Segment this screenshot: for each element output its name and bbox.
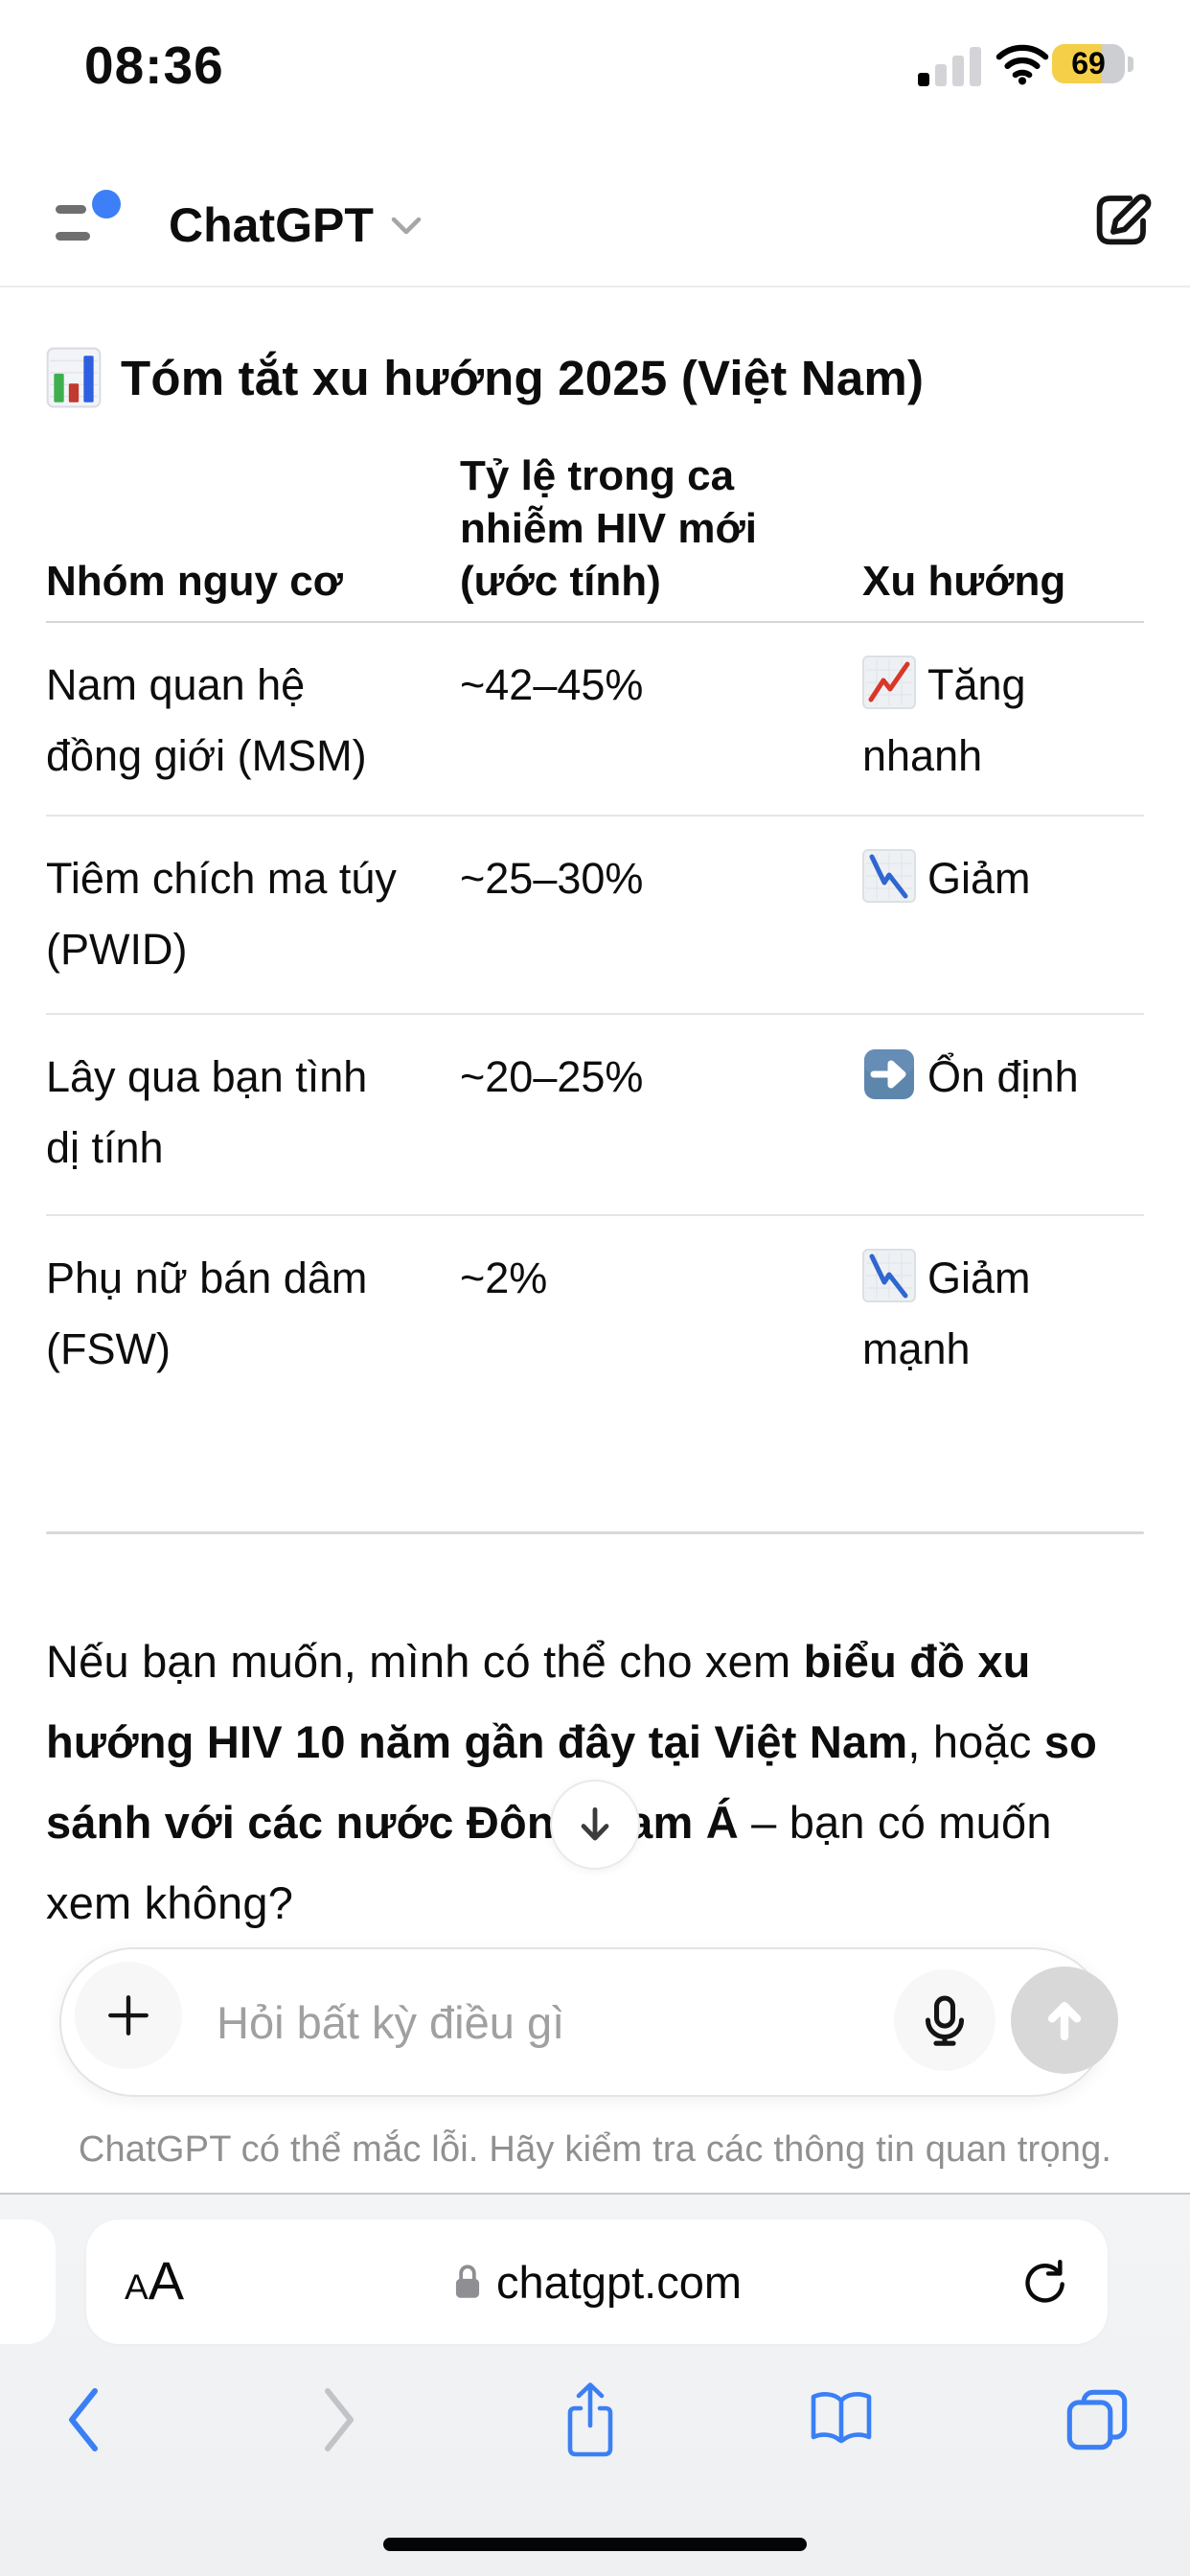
trend-cell: Giảm (862, 816, 1144, 914)
trend-table: Nhóm nguy cơ Tỷ lệ trong ca nhiễm HIV mớ… (46, 450, 1144, 1423)
group-cell: Nam quan hệ đồng giới (MSM) (46, 660, 367, 780)
chevron-down-icon (391, 217, 422, 235)
table-row: Nam quan hệ đồng giới (MSM) ~42–45% Tăng… (46, 623, 1144, 816)
closing-bold-chart: biểu đồ xu hướng HIV 10 năm gần đây tại … (46, 1636, 1031, 1767)
app-title: ChatGPT (169, 198, 374, 252)
table-row: Tiêm chích ma túy (PWID) ~25–30% Giảm (46, 816, 1144, 1015)
chevron-right-icon (325, 2388, 354, 2451)
group-cell: Lây qua bạn tình dị tính (46, 1052, 368, 1172)
plus-icon (108, 1995, 149, 2036)
share-cell: ~20–25% (460, 1052, 644, 1101)
battery-icon: 69 (1052, 44, 1125, 83)
composer-input[interactable]: Hỏi bất kỳ điều gì (217, 1996, 565, 2048)
closing-text: – bạn có muốn xem không? (46, 1797, 1052, 1928)
bar-chart-icon (46, 347, 102, 408)
new-chat-button[interactable] (1090, 188, 1154, 255)
chart-increasing-icon (862, 656, 916, 709)
reload-icon (1025, 2259, 1064, 2303)
menu-bar-icon (56, 205, 86, 214)
group-cell: Tiêm chích ma túy (PWID) (46, 854, 397, 974)
sidebar-menu-button[interactable] (54, 182, 130, 249)
model-picker[interactable]: ChatGPT (169, 163, 423, 288)
trend-cell: Ổn định (862, 1015, 1144, 1113)
disclaimer-text: ChatGPT có thể mắc lỗi. Hãy kiểm tra các… (78, 2129, 1112, 2170)
section-divider (46, 1531, 1144, 1534)
url-text: chatgpt.com (495, 2256, 743, 2308)
reload-button[interactable] (1018, 2254, 1071, 2312)
closing-text: Nếu bạn muốn, mình có thể cho xem (46, 1636, 804, 1687)
battery-cap (1128, 57, 1133, 72)
trend-label: Ổn định (927, 1052, 1079, 1101)
chart-decreasing-icon (862, 849, 916, 903)
reader-label: A (148, 2250, 185, 2311)
table-header-row: Nhóm nguy cơ Tỷ lệ trong ca nhiễm HIV mớ… (46, 450, 1144, 623)
chevron-left-icon (69, 2388, 98, 2451)
group-cell: Phụ nữ bán dâm (FSW) (46, 1254, 368, 1373)
message-title: Tóm tắt xu hướng 2025 (Việt Nam) (121, 350, 925, 405)
share-cell: ~25–30% (460, 854, 644, 903)
adjacent-tab-edge (0, 2220, 56, 2344)
share-button[interactable] (547, 2382, 633, 2457)
arrow-up-icon (1047, 2002, 1082, 2041)
menu-bar-icon (56, 232, 90, 241)
reader-label: A (125, 2267, 149, 2307)
compose-icon (1096, 194, 1152, 245)
trend-label: Tăng nhanh (862, 660, 1026, 780)
wifi-icon (995, 42, 1050, 91)
col-header-share: Tỷ lệ trong ca nhiễm HIV mới (ước tính) (460, 452, 757, 605)
table-row: Phụ nữ bán dâm (FSW) ~2% Giảm mạnh (46, 1216, 1144, 1423)
col-header-trend: Xu hướng (862, 558, 1066, 605)
arrow-down-icon (581, 1806, 609, 1841)
voice-input-button[interactable] (894, 1969, 995, 2071)
trend-label: Giảm (927, 854, 1031, 903)
share-icon (567, 2382, 613, 2457)
arrow-right-icon (864, 1049, 914, 1099)
send-button[interactable] (1011, 1966, 1118, 2074)
lock-icon (455, 2265, 480, 2298)
tabs-button[interactable] (1054, 2382, 1140, 2457)
open-book-icon (811, 2392, 872, 2444)
attach-button[interactable] (75, 1962, 182, 2069)
battery-fill (1052, 44, 1103, 83)
message-composer[interactable]: Hỏi bất kỳ điều gì (59, 1947, 1118, 2097)
notification-dot (92, 190, 121, 218)
closing-text: , hoặc (907, 1716, 1044, 1767)
bookmarks-button[interactable] (798, 2382, 884, 2457)
trend-cell: Tăng nhanh (862, 623, 1144, 792)
chart-decreasing-icon (862, 1249, 916, 1302)
back-button[interactable] (40, 2382, 126, 2457)
tabs-icon (1066, 2389, 1128, 2450)
battery-percent: 69 (1071, 46, 1106, 80)
trend-cell: Giảm mạnh (862, 1216, 1144, 1385)
share-cell: ~2% (460, 1254, 548, 1302)
share-cell: ~42–45% (460, 660, 644, 709)
forward-button[interactable] (296, 2382, 382, 2457)
message-heading: Tóm tắt xu hướng 2025 (Việt Nam) (46, 347, 924, 408)
col-header-group: Nhóm nguy cơ (46, 558, 343, 605)
trend-label: Giảm mạnh (862, 1254, 1031, 1373)
table-row: Lây qua bạn tình dị tính ~20–25% Ổn định (46, 1015, 1144, 1216)
scroll-to-bottom-button[interactable] (550, 1780, 640, 1870)
home-indicator[interactable] (383, 2538, 807, 2551)
status-time: 08:36 (84, 35, 224, 95)
url-display[interactable]: chatgpt.com (86, 2220, 1108, 2344)
signal-strength-icon (918, 44, 987, 86)
chatgpt-header: ChatGPT (0, 163, 1190, 288)
microphone-icon (925, 1995, 965, 2046)
